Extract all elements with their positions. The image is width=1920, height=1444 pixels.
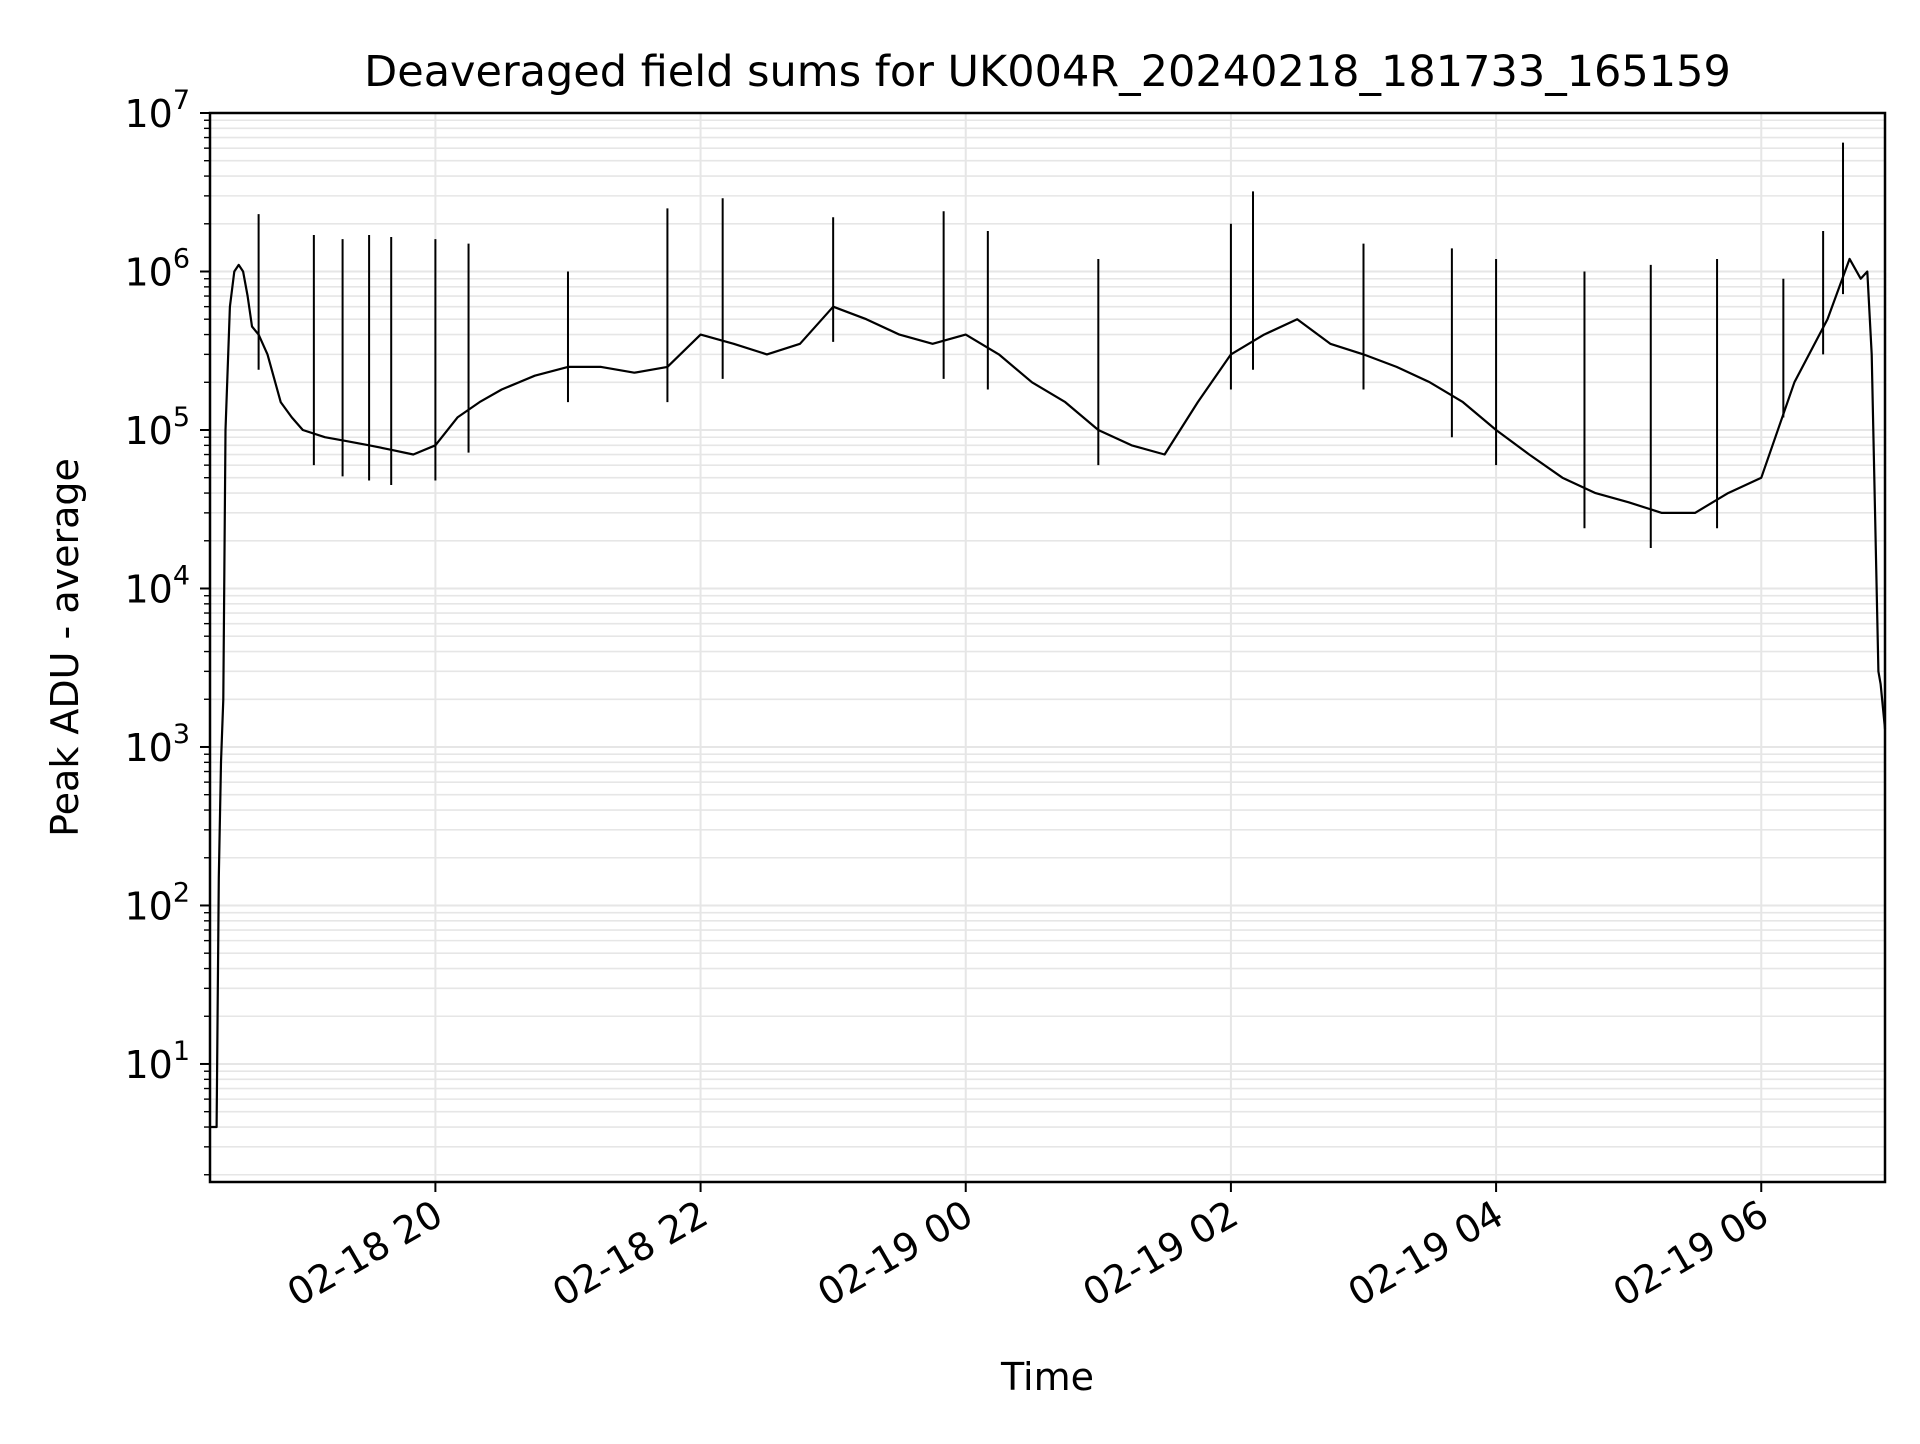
series-line	[210, 257, 1887, 1129]
y-tick-label: 103	[124, 719, 190, 770]
y-tick-label: 101	[124, 1036, 190, 1087]
series-layer	[210, 142, 1887, 1129]
y-tick-label: 107	[124, 85, 190, 136]
y-axis-label: Peak ADU - average	[43, 458, 87, 837]
grid	[210, 112, 1885, 1182]
plot-frame	[208, 111, 1887, 1184]
y-tick-label: 105	[124, 402, 190, 453]
chart-title: Deaveraged field sums for UK004R_2024021…	[364, 47, 1731, 97]
y-tick-label: 106	[124, 243, 190, 294]
y-tick-label: 104	[124, 560, 190, 611]
x-axis-label: Time	[1000, 1355, 1094, 1399]
y-tick-label: 102	[124, 877, 190, 928]
